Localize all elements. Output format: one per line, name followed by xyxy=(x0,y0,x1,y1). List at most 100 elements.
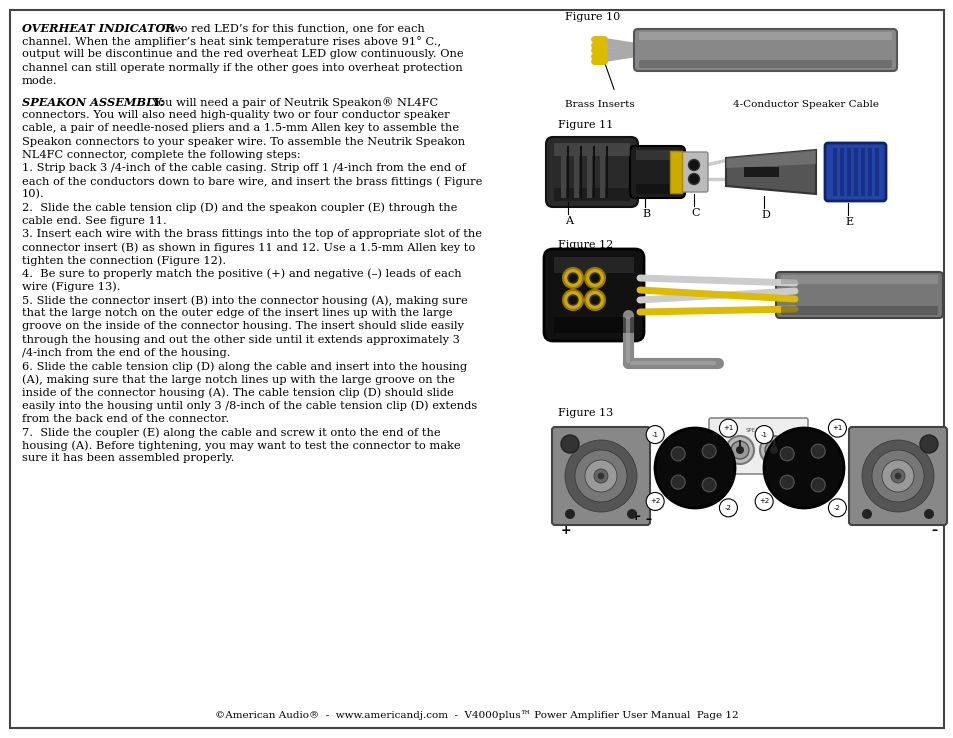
Text: channel can still operate normally if the other goes into overheat protection: channel can still operate normally if th… xyxy=(22,63,462,72)
Circle shape xyxy=(671,475,684,489)
Bar xyxy=(605,146,607,198)
Text: B: B xyxy=(641,209,649,219)
Text: Brass Inserts: Brass Inserts xyxy=(564,100,634,109)
Circle shape xyxy=(725,436,753,464)
Bar xyxy=(586,146,592,198)
Circle shape xyxy=(780,475,793,489)
FancyBboxPatch shape xyxy=(554,143,629,156)
Circle shape xyxy=(894,473,900,479)
Circle shape xyxy=(890,469,904,483)
FancyBboxPatch shape xyxy=(545,137,638,207)
FancyBboxPatch shape xyxy=(639,32,891,40)
Circle shape xyxy=(810,444,824,458)
Text: NL4FC connector, complete the following steps:: NL4FC connector, complete the following … xyxy=(22,150,300,160)
Text: 10).: 10). xyxy=(22,190,45,200)
Circle shape xyxy=(598,473,603,479)
Text: housing (A). Before tightening, you may want to test the connector to make: housing (A). Before tightening, you may … xyxy=(22,440,460,451)
Bar xyxy=(874,148,878,196)
Circle shape xyxy=(594,469,607,483)
Text: 4-Conductor Speaker Cable: 4-Conductor Speaker Cable xyxy=(732,100,878,109)
FancyBboxPatch shape xyxy=(679,152,707,192)
Circle shape xyxy=(871,450,923,502)
Circle shape xyxy=(688,173,699,184)
Text: connector insert (B) as shown in figures 11 and 12. Use a 1.5-mm Allen key to: connector insert (B) as shown in figures… xyxy=(22,242,475,252)
Circle shape xyxy=(584,460,617,492)
Text: Figure 10: Figure 10 xyxy=(564,12,619,22)
Text: Speakon connectors to your speaker wire. To assemble the Neutrik Speakon: Speakon connectors to your speaker wire.… xyxy=(22,137,465,147)
Text: 2.  Slide the cable tension clip (D) and the speakon coupler (E) through the: 2. Slide the cable tension clip (D) and … xyxy=(22,203,456,213)
Circle shape xyxy=(730,441,748,459)
Circle shape xyxy=(671,446,684,461)
Bar xyxy=(579,146,581,198)
Bar xyxy=(853,148,857,196)
Text: connectors. You will also need high-quality two or four conductor speaker: connectors. You will also need high-qual… xyxy=(22,110,449,120)
Bar xyxy=(861,148,864,196)
Text: groove on the inside of the connector housing. The insert should slide easily: groove on the inside of the connector ho… xyxy=(22,322,463,331)
Text: OVERHEAT INDICATOR -: OVERHEAT INDICATOR - xyxy=(22,23,183,34)
Bar xyxy=(840,148,843,196)
Text: inside of the connector housing (A). The cable tension clip (D) should slide: inside of the connector housing (A). The… xyxy=(22,387,454,398)
Circle shape xyxy=(755,492,772,511)
Bar xyxy=(739,440,740,446)
Circle shape xyxy=(862,509,871,519)
Text: –: – xyxy=(931,524,937,537)
Text: D: D xyxy=(760,210,769,220)
Polygon shape xyxy=(725,150,815,194)
Text: -1: -1 xyxy=(651,432,658,438)
Text: cable end. See figure 11.: cable end. See figure 11. xyxy=(22,215,167,226)
Circle shape xyxy=(564,440,637,512)
Circle shape xyxy=(719,499,737,517)
Circle shape xyxy=(862,440,933,512)
Circle shape xyxy=(567,273,578,283)
FancyBboxPatch shape xyxy=(708,418,807,474)
Text: 4.  Be sure to properly match the positive (+) and negative (–) leads of each: 4. Be sure to properly match the positiv… xyxy=(22,269,461,279)
Text: 3. Insert each wire with the brass fittings into the top of appropriate slot of : 3. Insert each wire with the brass fitti… xyxy=(22,229,481,239)
FancyBboxPatch shape xyxy=(554,257,634,273)
Text: 6. Slide the cable tension clip (D) along the cable and insert into the housing: 6. Slide the cable tension clip (D) alon… xyxy=(22,361,467,371)
Text: +2: +2 xyxy=(649,498,659,505)
Text: /4-inch from the end of the housing.: /4-inch from the end of the housing. xyxy=(22,348,231,358)
Text: sure it has been assembled properly.: sure it has been assembled properly. xyxy=(22,453,234,463)
Circle shape xyxy=(562,290,582,310)
FancyBboxPatch shape xyxy=(781,306,937,315)
Text: 1. Strip back 3 /4-inch of the cable casing. Strip off 1 /4-inch from the end of: 1. Strip back 3 /4-inch of the cable cas… xyxy=(22,163,465,173)
FancyBboxPatch shape xyxy=(554,188,629,201)
Circle shape xyxy=(719,419,737,437)
Text: -2: -2 xyxy=(833,505,840,511)
Circle shape xyxy=(760,436,787,464)
Circle shape xyxy=(701,444,716,458)
FancyBboxPatch shape xyxy=(848,427,946,525)
Text: tighten the connection (Figure 12).: tighten the connection (Figure 12). xyxy=(22,255,226,266)
Circle shape xyxy=(827,499,845,517)
Circle shape xyxy=(589,273,599,283)
FancyBboxPatch shape xyxy=(552,427,649,525)
Bar xyxy=(593,146,595,198)
Text: cable, a pair of needle-nosed pliers and a 1.5-mm Allen key to assemble the: cable, a pair of needle-nosed pliers and… xyxy=(22,123,458,134)
Circle shape xyxy=(645,492,663,511)
Circle shape xyxy=(645,426,663,444)
Text: –: – xyxy=(645,513,651,526)
Text: easily into the housing until only 3 /8-inch of the cable tension clip (D) exten: easily into the housing until only 3 /8-… xyxy=(22,401,476,411)
Bar xyxy=(867,148,871,196)
Circle shape xyxy=(755,426,772,444)
Circle shape xyxy=(780,446,793,461)
Text: output will be discontinue and the red overheat LED glow continuously. One: output will be discontinue and the red o… xyxy=(22,49,463,59)
Text: Figure 13: Figure 13 xyxy=(558,408,613,418)
Text: A: A xyxy=(564,216,573,226)
Circle shape xyxy=(564,509,575,519)
Text: Two red LED’s for this function, one for each: Two red LED’s for this function, one for… xyxy=(160,23,424,33)
Text: 5. Slide the connector insert (B) into the connector housing (A), making sure: 5. Slide the connector insert (B) into t… xyxy=(22,295,467,306)
Circle shape xyxy=(764,441,782,459)
Bar xyxy=(574,146,578,198)
Bar xyxy=(832,148,836,196)
Text: that the large notch on the outer edge of the insert lines up with the large: that the large notch on the outer edge o… xyxy=(22,308,452,318)
Circle shape xyxy=(919,435,937,453)
Circle shape xyxy=(562,268,582,288)
FancyBboxPatch shape xyxy=(636,184,679,194)
FancyBboxPatch shape xyxy=(781,275,937,284)
Circle shape xyxy=(763,428,843,508)
Polygon shape xyxy=(725,150,815,168)
Text: C: C xyxy=(690,208,699,218)
Text: ©American Audio®  -  www.americandj.com  -  V4000plus™ Power Amplifier User Manu: ©American Audio® - www.americandj.com - … xyxy=(215,711,738,720)
Circle shape xyxy=(567,295,578,305)
